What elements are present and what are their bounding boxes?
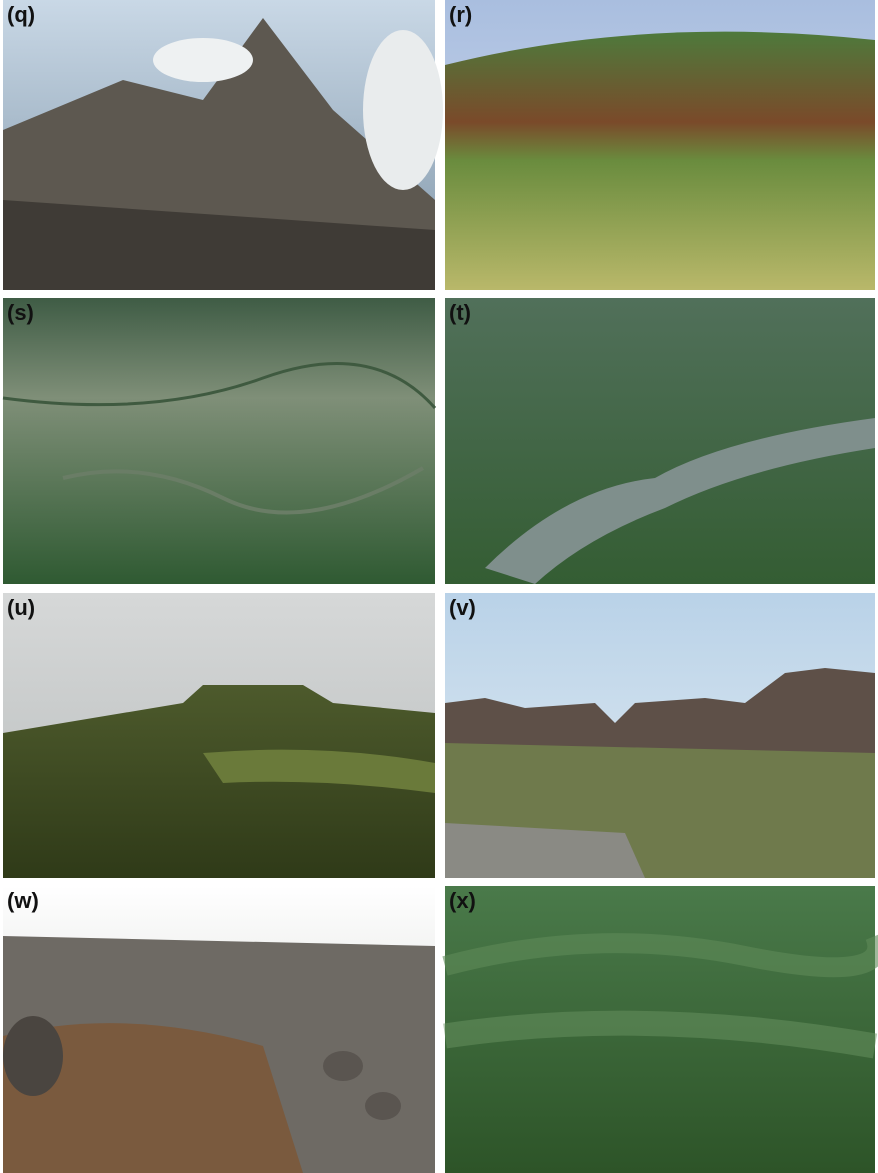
panel-label: (q) (7, 2, 35, 27)
panel-label: (x) (449, 888, 476, 913)
panel-v: (v) (445, 593, 875, 878)
panel-q: (q) (3, 0, 443, 290)
panel-label: (w) (7, 888, 39, 913)
panel-s: (s) (3, 298, 435, 584)
panel-label: (v) (449, 595, 476, 620)
panel-u: (u) (3, 593, 435, 878)
panel-label: (u) (7, 595, 35, 620)
panel-t: (t) (445, 298, 875, 584)
panel-x: (x) (445, 886, 877, 1173)
panel-label: (s) (7, 300, 34, 325)
panel-label: (t) (449, 300, 471, 325)
panel-r: (r) (445, 0, 875, 290)
panel-w: (w) (3, 886, 435, 1173)
panel-label: (r) (449, 2, 472, 27)
figure: (q) (r) (s) (t) (u) (v) (w) (0, 0, 878, 1173)
